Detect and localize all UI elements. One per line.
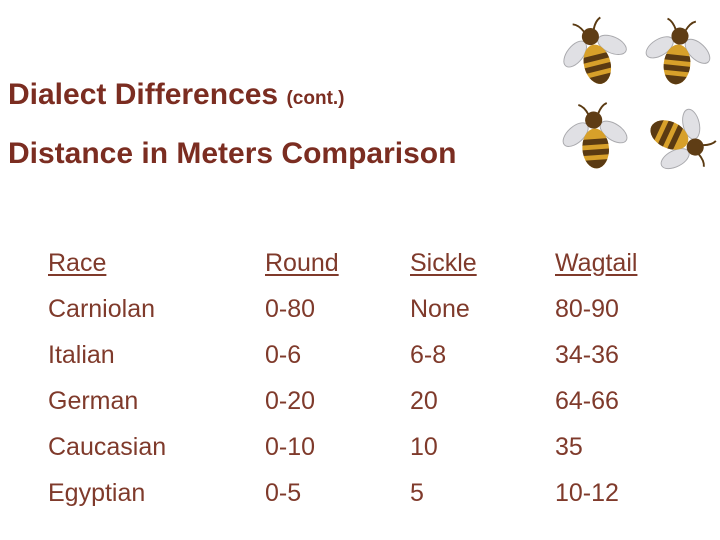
table-cell: German <box>48 386 139 415</box>
table-row-carniolan: Carniolan 0-80 None 80-90 <box>48 286 705 332</box>
table-cell: 0-80 <box>265 294 316 323</box>
column-header-race: Race <box>48 248 107 277</box>
column-header-sickle: Sickle <box>410 248 477 277</box>
table-row-german: German 0-20 20 64-66 <box>48 378 705 424</box>
title-suffix: (cont.) <box>286 88 345 110</box>
table-cell: 10 <box>410 432 438 461</box>
table-cell: 5 <box>410 478 424 507</box>
bee-icon <box>624 87 720 191</box>
table-cell: 80-90 <box>555 294 619 323</box>
table-cell: 10-12 <box>555 478 619 507</box>
table-cell: Italian <box>48 340 115 369</box>
table-cell: Egyptian <box>48 478 146 507</box>
table-cell: Caucasian <box>48 432 167 461</box>
bee-icon <box>548 6 642 104</box>
bee-images <box>554 14 718 180</box>
table-cell: 64-66 <box>555 386 619 415</box>
slide-subtitle: Distance in Meters Comparison <box>8 136 457 170</box>
table-cell: 0-10 <box>265 432 316 461</box>
table-cell: 20 <box>410 386 438 415</box>
title-main: Dialect Differences <box>8 78 279 112</box>
comparison-table: Race Round Sickle Wagtail Carniolan 0-80… <box>48 240 705 516</box>
column-header-round: Round <box>265 248 339 277</box>
table-row-italian: Italian 0-6 6-8 34-36 <box>48 332 705 378</box>
bee-icon <box>635 10 719 99</box>
table-cell: 34-36 <box>555 340 619 369</box>
table-row-egyptian: Egyptian 0-5 5 10-12 <box>48 470 705 516</box>
table-cell: 35 <box>555 432 583 461</box>
table-header-row: Race Round Sickle Wagtail <box>48 240 705 286</box>
table-cell: 0-5 <box>265 478 302 507</box>
table-cell: None <box>410 294 470 323</box>
table-cell: Carniolan <box>48 294 156 323</box>
table-row-caucasian: Caucasian 0-10 10 35 <box>48 424 705 470</box>
table-cell: 6-8 <box>410 340 447 369</box>
slide-title: Dialect Differences (cont.) <box>8 78 345 111</box>
column-header-wagtail: Wagtail <box>555 248 638 277</box>
table-cell: 0-20 <box>265 386 316 415</box>
table-cell: 0-6 <box>265 340 302 369</box>
bee-icon <box>554 95 636 182</box>
